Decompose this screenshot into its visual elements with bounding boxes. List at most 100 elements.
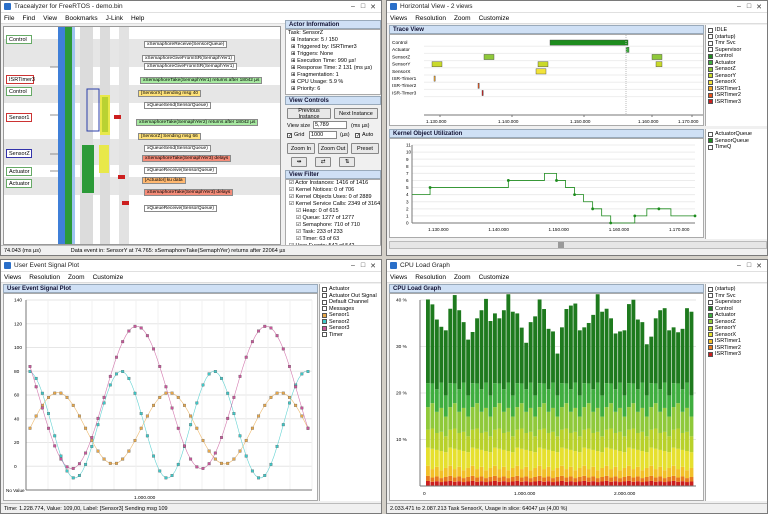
- scroll-thumb[interactable]: [558, 242, 564, 248]
- legend-item[interactable]: Tmr Svc: [708, 40, 765, 47]
- close-icon[interactable]: ✕: [756, 3, 762, 11]
- maximize-icon[interactable]: □: [746, 3, 752, 10]
- trace-event-label[interactable]: xQueueReceive(SensorQueue): [144, 167, 217, 174]
- menu-zoom[interactable]: Zoom: [453, 14, 471, 22]
- maximize-icon[interactable]: □: [360, 262, 366, 269]
- menu-find[interactable]: Find: [22, 14, 36, 22]
- menu-customize[interactable]: Customize: [478, 273, 510, 281]
- legend-item[interactable]: Actuator Out Signal: [322, 293, 379, 300]
- legend-item[interactable]: (startup): [708, 286, 765, 293]
- menu-zoom[interactable]: Zoom: [67, 273, 85, 281]
- legend-item[interactable]: IDLE: [708, 27, 765, 34]
- view-filter-item[interactable]: ☑ Semaphore: 710 of 710: [296, 222, 360, 228]
- grid-input[interactable]: 1000: [309, 131, 337, 139]
- menu-customize[interactable]: Customize: [478, 14, 510, 22]
- legend-item[interactable]: SensorY: [708, 325, 765, 332]
- legend-item[interactable]: Sensor1: [322, 312, 379, 319]
- close-icon[interactable]: ✕: [370, 3, 376, 11]
- legend-item[interactable]: Default Channel: [322, 299, 379, 306]
- horizontal-scrollbar[interactable]: [389, 241, 767, 249]
- legend-item[interactable]: Control: [708, 53, 765, 60]
- legend-item[interactable]: ISRTimer2: [708, 345, 765, 352]
- legend-item[interactable]: Sensor2: [322, 319, 379, 326]
- legend-item[interactable]: ISRTimer3: [708, 351, 765, 358]
- trace-event-label[interactable]: xSemaphoreTake(SemaphYer1) returns after…: [140, 77, 263, 84]
- menu-resolution[interactable]: Resolution: [29, 273, 60, 281]
- legend-item[interactable]: Tmr Svc: [708, 293, 765, 300]
- trace-event-label[interactable]: xSemaphoreTake(SemaphYer3) delays: [142, 155, 232, 162]
- trace-event-label[interactable]: xSemaphoreGiveFromISR(SemaphYer1): [142, 55, 236, 62]
- zoom-in-button[interactable]: Zoom In: [287, 143, 315, 154]
- legend-item[interactable]: Sensor3: [322, 325, 379, 332]
- trace-event-label[interactable]: [SensorZ] Sending msg 66: [138, 133, 201, 140]
- menu-bookmarks[interactable]: Bookmarks: [65, 14, 98, 22]
- menu-help[interactable]: Help: [130, 14, 145, 22]
- maximize-icon[interactable]: □: [360, 3, 366, 10]
- minimize-icon[interactable]: –: [351, 262, 355, 269]
- legend-item[interactable]: Supervisor: [708, 299, 765, 306]
- legend-item[interactable]: SensorZ: [708, 319, 765, 326]
- legend-item[interactable]: ISRTimer1: [708, 338, 765, 345]
- util-chart-svg[interactable]: 0 1 2 3 4 5 6 7 8 9 10 11 1.130.000 1.140.000 1.150.00…: [389, 138, 704, 238]
- menu-zoom[interactable]: Zoom: [453, 273, 471, 281]
- tool-icon-3[interactable]: ⇅: [339, 157, 355, 167]
- trace-event-label[interactable]: xQueueSend(SensorQueue): [144, 102, 211, 109]
- previous-instance-button[interactable]: Previous Instance: [287, 108, 331, 120]
- menu-jlink[interactable]: J-Link: [105, 14, 123, 22]
- trace-event-label[interactable]: xQueueSend(SensorQueue): [144, 145, 211, 152]
- view-filter-item[interactable]: ☑ Kernel Service Calls: 2349 of 3164: [289, 201, 381, 207]
- trace-view-svg[interactable]: ControlActuatorSensorZSensorYSensorXISR-…: [389, 34, 704, 126]
- menu-file[interactable]: File: [4, 14, 15, 22]
- menu-customize[interactable]: Customize: [92, 273, 124, 281]
- view-filter-item[interactable]: ☑ Actor Instances: 1416 of 1416: [289, 180, 369, 186]
- view-filter-item[interactable]: ☑ Kernel Notices: 0 of 706: [289, 187, 355, 193]
- legend-item[interactable]: Supervisor: [708, 47, 765, 54]
- legend-item[interactable]: Timer: [322, 332, 379, 339]
- trace-area[interactable]: Control ISRTimer3 Control Sensor1 Sensor…: [3, 26, 281, 245]
- view-size-input[interactable]: 5,789: [313, 121, 347, 129]
- menu-views[interactable]: Views: [390, 14, 408, 22]
- menu-resolution[interactable]: Resolution: [415, 273, 446, 281]
- tool-icon-1[interactable]: ⇹: [291, 157, 307, 167]
- legend-item[interactable]: ISRTimer2: [708, 92, 765, 99]
- view-filter-tree[interactable]: ☑ Actor Instances: 1416 of 1416 ☑ Kernel …: [285, 179, 381, 251]
- legend-item[interactable]: TimeQ: [708, 144, 765, 151]
- legend-item[interactable]: SensorQueue: [708, 138, 765, 145]
- menu-resolution[interactable]: Resolution: [415, 14, 446, 22]
- trace-event-label[interactable]: xQueueReceive(SensorQueue): [144, 205, 217, 212]
- view-filter-item[interactable]: ☑ Task: 233 of 233: [296, 229, 343, 235]
- minimize-icon[interactable]: –: [737, 3, 741, 10]
- view-filter-item[interactable]: ☑ Heap: 0 of 615: [296, 208, 339, 214]
- legend-item[interactable]: ISRTimer1: [708, 86, 765, 93]
- trace-event-label[interactable]: [SensorX] Sending msg 40: [138, 90, 202, 97]
- close-icon[interactable]: ✕: [756, 262, 762, 270]
- auto-checkbox[interactable]: ✓: [355, 133, 361, 139]
- grid-checkbox[interactable]: ✓: [287, 133, 293, 139]
- task-label-control-1[interactable]: Control: [6, 35, 32, 44]
- next-instance-button[interactable]: Next Instance: [334, 108, 378, 119]
- close-icon[interactable]: ✕: [370, 262, 376, 270]
- legend-item[interactable]: SensorX: [708, 332, 765, 339]
- legend-item[interactable]: SensorY: [708, 73, 765, 80]
- task-label-actuator-2[interactable]: Actuator: [6, 179, 32, 188]
- minimize-icon[interactable]: –: [737, 262, 741, 269]
- maximize-icon[interactable]: □: [746, 262, 752, 269]
- signal-plot-svg[interactable]: 140 120 100 80 60 40 20 0 No Value 1.000.000: [3, 293, 318, 501]
- legend-item[interactable]: (startup): [708, 34, 765, 41]
- menu-views[interactable]: Views: [390, 273, 408, 281]
- view-filter-item[interactable]: ☑ Kernel Objects Uses: 0 of 2889: [289, 194, 372, 200]
- menu-view[interactable]: View: [43, 14, 58, 22]
- legend-item[interactable]: Actuator: [322, 286, 379, 293]
- legend-item[interactable]: Control: [708, 306, 765, 313]
- task-label-sensor1[interactable]: Sensor1: [6, 113, 32, 122]
- legend-item[interactable]: Actuator: [708, 60, 765, 67]
- zoom-out-button[interactable]: Zoom Out: [318, 143, 348, 154]
- minimize-icon[interactable]: –: [351, 3, 355, 10]
- legend-item[interactable]: Actuator: [708, 312, 765, 319]
- legend-item[interactable]: SensorX: [708, 79, 765, 86]
- view-filter-item[interactable]: ☑ Timer: 63 of 63: [296, 236, 340, 242]
- trace-event-label[interactable]: [Actuator] ku data: [142, 177, 186, 184]
- legend-item[interactable]: Messages: [322, 306, 379, 313]
- legend-item[interactable]: ISRTimer3: [708, 99, 765, 106]
- legend-item[interactable]: ActuatorQueue: [708, 131, 765, 138]
